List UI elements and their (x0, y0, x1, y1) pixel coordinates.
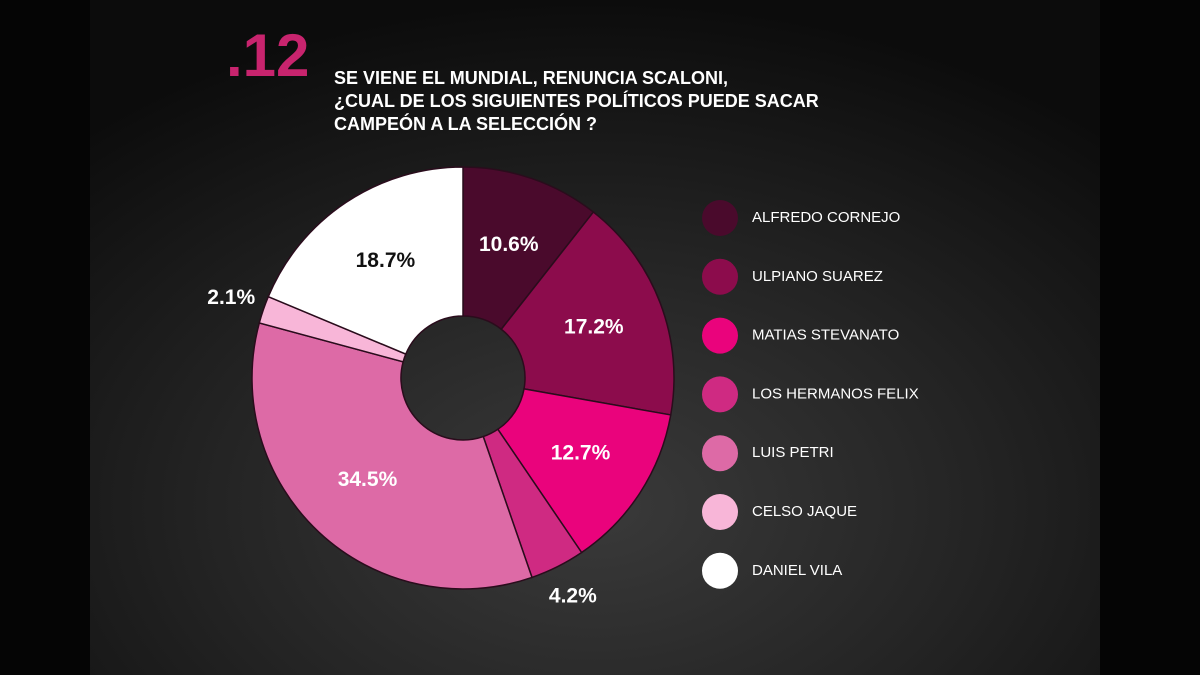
value-label: 34.5% (338, 468, 398, 491)
question-number: .12 (226, 22, 309, 89)
donut-slice (251, 322, 533, 590)
donut-slice (496, 387, 672, 554)
value-label: 18.7% (356, 249, 416, 272)
question-line: CAMPEÓN A LA SELECCIÓN ? (334, 113, 597, 134)
value-label: 2.1% (207, 286, 255, 309)
legend-swatch (702, 435, 738, 472)
legend-swatch (702, 200, 738, 236)
legend-label: DANIEL VILA (752, 562, 842, 579)
question-line: ¿CUAL DE LOS SIGUIENTES POLÍTICOS PUEDE … (334, 90, 819, 111)
donut-slice (267, 166, 464, 356)
legend-label: MATIAS STEVANATO (752, 327, 899, 344)
value-label: 12.7% (551, 442, 611, 465)
legend-label: LOS HERMANOS FELIX (752, 385, 919, 402)
legend-label: LUIS PETRI (752, 444, 834, 461)
value-label: 4.2% (549, 585, 597, 608)
legend-label: ALFREDO CORNEJO (752, 209, 900, 226)
legend-swatch (702, 317, 738, 354)
donut-slice (500, 211, 675, 416)
legend-label: CELSO JAQUE (752, 503, 857, 520)
question-line: SE VIENE EL MUNDIAL, RENUNCIA SCALONI, (334, 68, 728, 88)
donut-slice (462, 166, 595, 331)
legend-swatch (702, 258, 738, 295)
legend-swatch (702, 552, 738, 589)
legend-label: ULPIANO SUAREZ (752, 268, 883, 285)
legend-swatch (702, 376, 738, 413)
legend-swatch (702, 494, 738, 530)
value-label: 17.2% (564, 316, 624, 339)
value-label: 10.6% (479, 233, 539, 256)
